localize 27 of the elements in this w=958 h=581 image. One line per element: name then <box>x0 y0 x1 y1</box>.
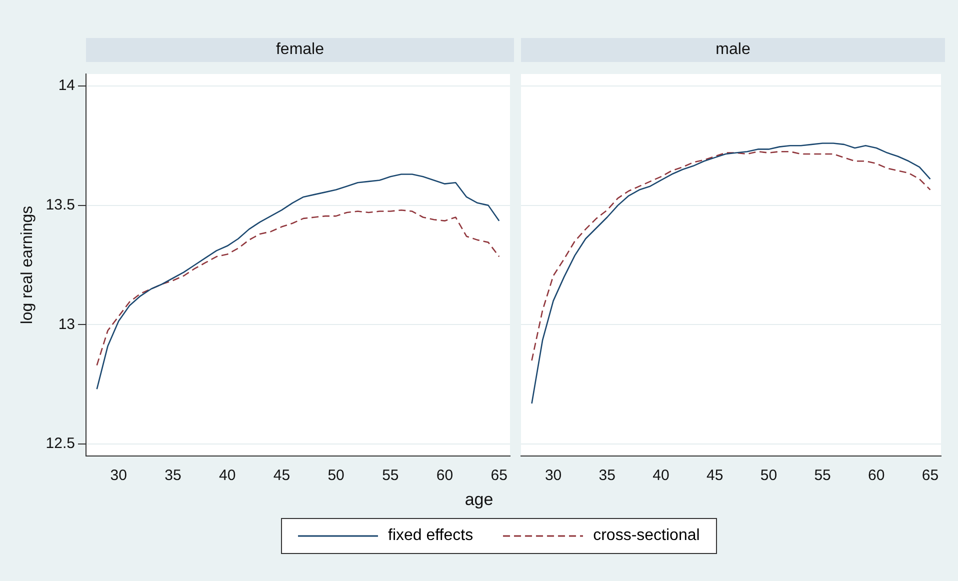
x-tick-label: 40 <box>652 467 670 484</box>
y-tick-label: 14 <box>58 77 75 94</box>
y-tick-label: 12.5 <box>46 435 75 452</box>
x-tick-label: 50 <box>760 467 778 484</box>
x-tick-label: 35 <box>164 467 182 484</box>
x-tick-label: 60 <box>868 467 885 484</box>
x-tick-label: 50 <box>328 467 344 484</box>
y-tick-label: 13.5 <box>46 196 75 214</box>
x-axis-title: age <box>464 490 494 510</box>
legend-label: cross-sectional <box>593 527 700 545</box>
x-tick-label: 30 <box>110 467 127 484</box>
y-axis-title: log real earnings <box>19 206 36 324</box>
chart-title: female <box>86 38 514 62</box>
x-tick-label: 45 <box>706 467 724 484</box>
x-tick-label: 45 <box>273 467 290 484</box>
x-tick-label: 65 <box>922 467 939 484</box>
x-tick-label: 40 <box>218 467 236 484</box>
x-tick-label: 55 <box>814 467 831 484</box>
chart-title: male <box>521 38 945 62</box>
x-tick-label: 30 <box>544 467 562 484</box>
y-tick-label: 13 <box>58 316 75 333</box>
legend-label: fixed effects <box>388 527 474 545</box>
x-tick-label: 55 <box>382 467 399 484</box>
x-tick-label: 60 <box>436 467 454 484</box>
x-tick-label: 65 <box>490 467 508 484</box>
x-tick-label: 35 <box>598 467 616 484</box>
line-series <box>96 209 500 366</box>
